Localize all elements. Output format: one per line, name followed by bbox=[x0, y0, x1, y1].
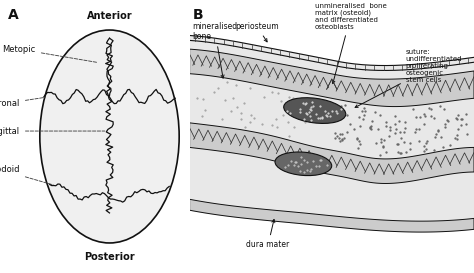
Text: mineralised
bone: mineralised bone bbox=[192, 22, 237, 78]
Text: Metopic: Metopic bbox=[2, 45, 97, 62]
Polygon shape bbox=[190, 49, 474, 106]
Text: Coronal: Coronal bbox=[0, 97, 45, 108]
Text: Posterior: Posterior bbox=[84, 252, 135, 262]
Polygon shape bbox=[190, 123, 474, 183]
Text: unmineralised  bone
matrix (osteoid)
and differentiated
osteoblasts: unmineralised bone matrix (osteoid) and … bbox=[315, 3, 386, 84]
Text: Sagittal: Sagittal bbox=[0, 127, 105, 135]
Text: periosteum: periosteum bbox=[235, 22, 279, 42]
Text: Lambdoid: Lambdoid bbox=[0, 165, 53, 185]
Text: B: B bbox=[192, 8, 203, 22]
Ellipse shape bbox=[284, 98, 346, 123]
Polygon shape bbox=[190, 199, 474, 232]
Ellipse shape bbox=[275, 152, 332, 176]
Text: dura mater: dura mater bbox=[246, 219, 290, 249]
Text: suture:
undifferentiated
proliferating
osteogenic
stem cells: suture: undifferentiated proliferating o… bbox=[355, 49, 462, 107]
Ellipse shape bbox=[40, 30, 179, 243]
Text: A: A bbox=[8, 8, 18, 22]
Text: Anterior: Anterior bbox=[87, 11, 132, 21]
Polygon shape bbox=[190, 35, 474, 233]
